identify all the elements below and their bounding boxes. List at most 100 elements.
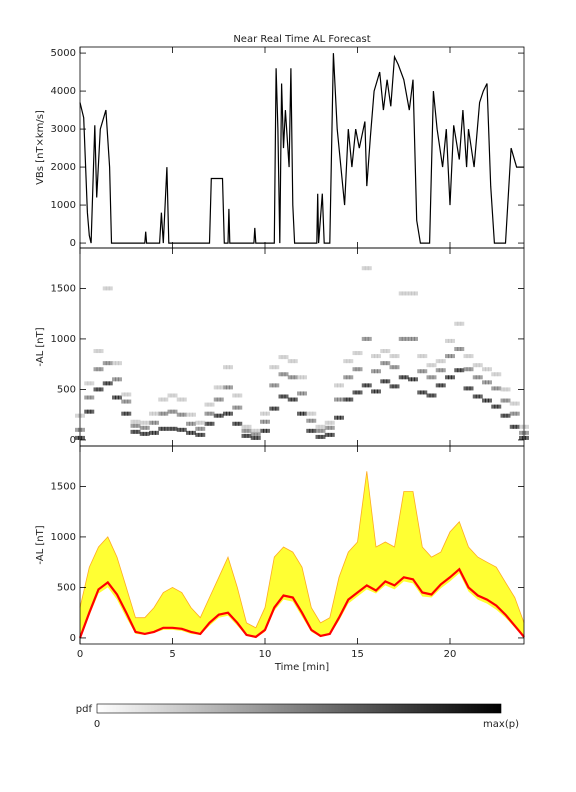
density-cell bbox=[371, 389, 375, 394]
y-axis-label: -AL [nT] bbox=[35, 525, 46, 564]
density-cell bbox=[525, 424, 529, 429]
y-tick-label: 5000 bbox=[51, 48, 76, 59]
density-cell bbox=[269, 383, 274, 388]
density-cell bbox=[127, 411, 132, 416]
density-cell bbox=[136, 429, 141, 434]
density-cell bbox=[176, 427, 181, 432]
density-cell bbox=[352, 367, 357, 372]
x-tick-label: 5 bbox=[169, 649, 175, 660]
density-cell bbox=[105, 361, 110, 366]
density-cell bbox=[87, 395, 92, 400]
density-cell bbox=[340, 383, 344, 388]
density-cell bbox=[133, 429, 138, 434]
density-cell bbox=[195, 432, 200, 437]
density-cell bbox=[438, 359, 443, 364]
plot-frame bbox=[79, 247, 525, 447]
density-cell bbox=[398, 291, 403, 296]
density-cell bbox=[207, 421, 212, 426]
density-cell bbox=[460, 368, 465, 373]
density-cell bbox=[309, 428, 314, 433]
density-cell bbox=[87, 381, 92, 386]
density-cell bbox=[321, 434, 326, 439]
density-cell bbox=[182, 412, 187, 417]
density-cell bbox=[90, 381, 95, 386]
density-cell bbox=[118, 377, 122, 382]
density-cell bbox=[321, 428, 326, 433]
density-cell bbox=[426, 375, 431, 380]
density-cell bbox=[155, 420, 159, 425]
density-cell bbox=[469, 367, 474, 372]
density-cell bbox=[491, 386, 496, 391]
x-tick-label: 20 bbox=[444, 649, 457, 660]
y-tick-label: 1500 bbox=[51, 481, 76, 492]
density-cell bbox=[81, 413, 85, 418]
forecast-band bbox=[80, 471, 524, 638]
density-cell bbox=[297, 375, 301, 380]
density-cell bbox=[392, 365, 397, 370]
density-cell bbox=[112, 377, 116, 382]
density-cell bbox=[352, 351, 357, 356]
density-cell bbox=[349, 375, 354, 380]
density-cell bbox=[238, 421, 243, 426]
density-cell bbox=[315, 434, 320, 439]
density-cell bbox=[463, 367, 468, 372]
density-cell bbox=[293, 375, 298, 380]
density-cell bbox=[392, 384, 397, 389]
density-cell bbox=[281, 372, 286, 377]
density-cell bbox=[327, 420, 332, 425]
density-cell bbox=[124, 399, 129, 404]
density-cell bbox=[201, 426, 206, 431]
density-cell bbox=[102, 381, 107, 386]
density-cell bbox=[145, 431, 150, 436]
density-cell bbox=[334, 415, 338, 420]
density-cell bbox=[435, 383, 440, 388]
density-cell bbox=[112, 361, 116, 366]
density-cell bbox=[401, 375, 406, 380]
density-cell bbox=[380, 361, 385, 366]
density-cell bbox=[176, 397, 181, 402]
density-cell bbox=[108, 381, 113, 386]
median-line bbox=[78, 567, 525, 639]
density-cell bbox=[478, 394, 483, 399]
density-cell bbox=[269, 406, 274, 411]
density-cell bbox=[81, 427, 85, 432]
density-cell bbox=[290, 359, 295, 364]
density-cell bbox=[155, 411, 159, 416]
density-cell bbox=[315, 424, 320, 429]
density-cell bbox=[115, 377, 119, 382]
density-cell bbox=[438, 383, 443, 388]
density-cell bbox=[244, 428, 249, 433]
density-cell bbox=[281, 394, 286, 399]
density-cell bbox=[512, 411, 517, 416]
density-cell bbox=[454, 321, 459, 326]
colorbar-min: 0 bbox=[94, 719, 100, 730]
density-cell bbox=[364, 336, 369, 341]
density-cell bbox=[90, 409, 95, 414]
density-cell bbox=[201, 420, 206, 425]
density-cell bbox=[432, 375, 437, 380]
density-cell bbox=[519, 435, 523, 440]
density-cell bbox=[377, 389, 381, 394]
density-cell bbox=[441, 368, 446, 373]
density-cell bbox=[411, 291, 415, 296]
density-cell bbox=[287, 397, 292, 402]
density-cell bbox=[207, 411, 212, 416]
density-cell bbox=[324, 420, 329, 425]
density-cell bbox=[250, 428, 255, 433]
density-cell bbox=[340, 415, 344, 420]
density-cell bbox=[155, 430, 159, 435]
density-cell bbox=[371, 369, 375, 374]
density-cell bbox=[250, 431, 255, 436]
density-cell bbox=[485, 380, 489, 385]
density-cell bbox=[223, 411, 227, 416]
density-cell bbox=[158, 411, 163, 416]
density-cell bbox=[173, 426, 178, 431]
density-cell bbox=[429, 393, 434, 398]
density-cell bbox=[494, 386, 499, 391]
density-cell bbox=[420, 369, 425, 374]
density-cell bbox=[216, 385, 221, 390]
density-cell bbox=[186, 412, 190, 417]
density-cell bbox=[343, 359, 348, 364]
density-cell bbox=[515, 401, 520, 406]
density-cell bbox=[337, 397, 341, 402]
